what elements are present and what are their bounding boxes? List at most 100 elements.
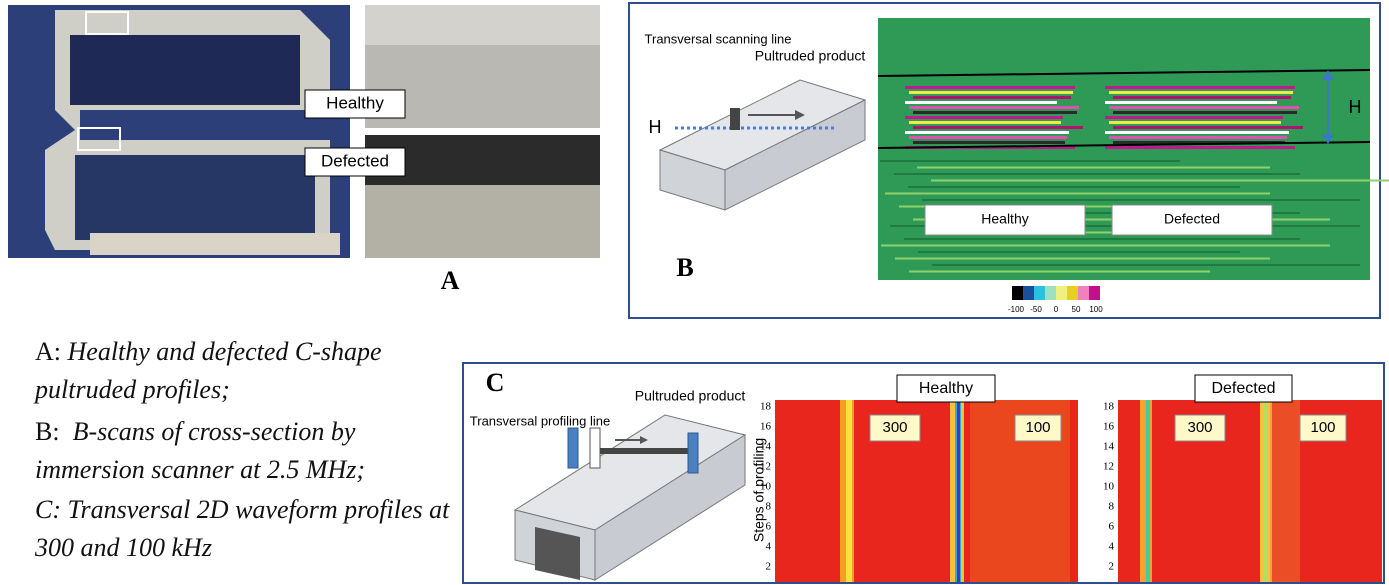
colorbar-cell	[1034, 286, 1045, 300]
photo-healthy-top	[365, 5, 600, 45]
y-tick-label: 6	[766, 521, 772, 533]
caption: B: B-scans of cross-section by immersion…	[35, 413, 465, 489]
y-tick-label: 4	[766, 541, 772, 553]
label: Defected	[1164, 211, 1220, 227]
heatmap-stripe	[846, 400, 852, 582]
heatmap-title: Healthy	[919, 380, 973, 397]
label: H	[1349, 97, 1362, 117]
label: Healthy	[326, 93, 384, 112]
bscan-band	[885, 193, 1270, 195]
y-tick-label: 10	[760, 481, 772, 493]
heatmap-title: Defected	[1211, 380, 1275, 397]
label: Defected	[321, 151, 389, 170]
bscan-band	[932, 264, 1360, 266]
bscan-band	[1109, 91, 1293, 94]
transducer	[730, 108, 740, 130]
caption-text: Healthy and defected C-shape pultruded p…	[35, 337, 382, 404]
profile-inner	[70, 35, 300, 105]
heatmap-stripe	[957, 400, 960, 582]
caption-label: A:	[35, 337, 61, 366]
bscan-band	[1105, 101, 1277, 104]
colorbar-cell	[1056, 286, 1067, 300]
bscan-band	[1113, 126, 1303, 129]
y-tick-label: 12	[1103, 461, 1114, 473]
panel-label: A	[441, 266, 460, 295]
heatmap-stripe	[1146, 400, 1150, 582]
transducer	[688, 433, 698, 473]
bscan-band	[909, 136, 1067, 139]
bscan-band	[1109, 106, 1299, 109]
bscan-band	[1109, 121, 1281, 124]
bscan-band	[1105, 116, 1283, 119]
label: Transversal profiling line	[470, 413, 610, 428]
panel-label: C	[486, 368, 505, 397]
colorbar-tick: 0	[1054, 305, 1059, 314]
label: Transversal scanning line	[645, 31, 792, 46]
bscan-band	[909, 91, 1073, 94]
bscan-band	[931, 180, 1389, 182]
y-tick-label: 14	[1103, 441, 1115, 453]
bscan-band	[905, 116, 1063, 119]
heatmap-stripe	[1264, 400, 1268, 582]
label: Healthy	[981, 211, 1028, 227]
bscan-band	[909, 271, 1210, 273]
caption-label: C:	[35, 495, 61, 524]
y-tick-label: 18	[1103, 401, 1115, 413]
bscan-band	[909, 106, 1079, 109]
bscan-band	[894, 173, 1300, 175]
label: Pultruded product	[755, 48, 866, 64]
colorbar-cell	[1078, 286, 1089, 300]
bscan-band	[905, 86, 1075, 89]
freq-label: 300	[882, 419, 907, 436]
bscan-band	[1113, 111, 1297, 114]
bscan-band	[917, 167, 1270, 169]
photo-defected-section	[365, 185, 600, 258]
bscan-band	[1105, 131, 1289, 134]
caption-text: B-scans of cross-section by immersion sc…	[35, 417, 365, 484]
ruler	[90, 233, 340, 255]
label: Pultruded product	[635, 388, 746, 404]
caption: A: Healthy and defected C-shape pultrude…	[35, 333, 465, 409]
y-tick-label: 10	[1103, 481, 1115, 493]
bscan-band	[1105, 146, 1295, 149]
y-tick-label: 16	[1103, 421, 1115, 433]
colorbar-cell	[1045, 286, 1056, 300]
bscan-band	[904, 238, 1300, 240]
bscan-band	[1109, 136, 1287, 139]
heatmap-stripe	[1270, 400, 1300, 582]
transducer	[590, 428, 600, 468]
y-tick-label: 16	[760, 421, 772, 433]
bscan-band	[905, 131, 1069, 134]
bscan-band	[895, 258, 1270, 260]
freq-label: 300	[1187, 419, 1212, 436]
bscan-band	[913, 126, 1083, 129]
bscan-band	[913, 141, 1065, 144]
y-tick-label: 12	[760, 461, 771, 473]
bscan-band	[909, 121, 1061, 124]
colorbar-cell	[1012, 286, 1023, 300]
y-tick-label: 14	[760, 441, 772, 453]
bscan-band	[922, 199, 1360, 201]
y-tick-label: 8	[1109, 501, 1115, 513]
bscan-band	[880, 160, 1180, 162]
bscan-band	[905, 101, 1057, 104]
y-tick-label: 2	[1109, 561, 1115, 573]
freq-label: 100	[1310, 419, 1335, 436]
colorbar-tick: -100	[1008, 305, 1025, 314]
bscan-band	[1113, 96, 1291, 99]
colorbar-tick: -50	[1030, 305, 1042, 314]
colorbar: -100 -50 0 50 100	[1008, 286, 1103, 314]
heatmaps: Healthy 300 100 2 4 6 8 10 12 14 16 18 Defected 300 10…	[760, 375, 1382, 582]
caption-label: B:	[35, 417, 60, 446]
bscan-band	[908, 186, 1240, 188]
colorbar-tick: 100	[1089, 305, 1103, 314]
y-tick-label: 8	[766, 501, 772, 513]
bscan-band	[881, 245, 1330, 247]
figure: Healthy Defected A Transversal scanning …	[0, 0, 1389, 585]
label: H	[649, 117, 662, 137]
colorbar-tick: 50	[1072, 305, 1081, 314]
colorbar-cell	[1023, 286, 1034, 300]
y-tick-label: 2	[766, 561, 772, 573]
freq-label: 100	[1025, 419, 1050, 436]
transducer	[568, 428, 578, 468]
